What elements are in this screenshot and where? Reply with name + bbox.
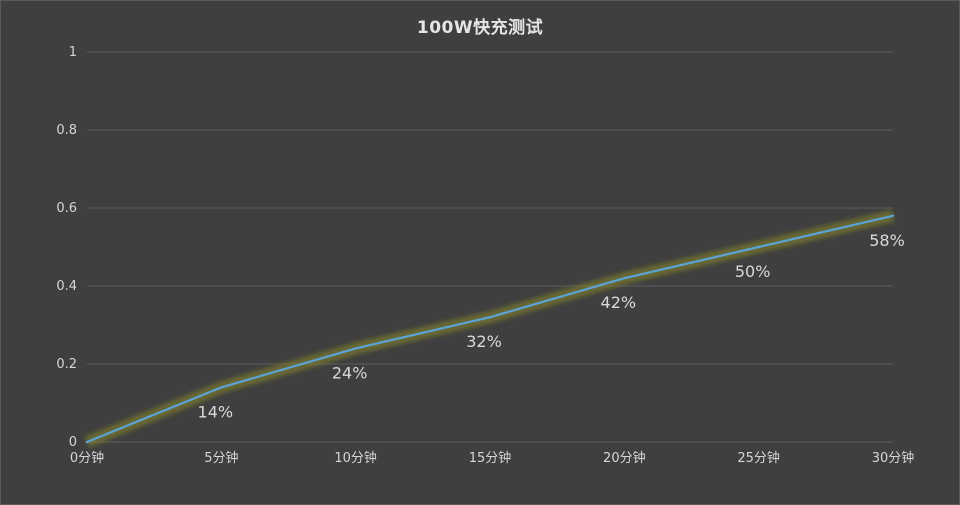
data-point — [354, 347, 357, 350]
data-label: 42% — [601, 293, 637, 312]
x-tick-label: 20分钟 — [603, 450, 646, 466]
chart-title: 100W快充测试 — [416, 18, 544, 38]
x-axis: 0分钟 5分钟 10分钟 15分钟 20分钟 25分钟 30分钟 — [70, 450, 914, 466]
y-tick-label: 0.6 — [56, 201, 77, 216]
x-tick-label: 10分钟 — [334, 450, 377, 466]
y-tick-label: 1 — [69, 45, 77, 60]
y-tick-label: 0.2 — [56, 357, 77, 372]
data-label: 32% — [466, 332, 502, 351]
x-tick-label: 5分钟 — [204, 450, 238, 466]
data-label: 24% — [332, 363, 368, 382]
data-point — [757, 245, 760, 249]
data-point — [220, 386, 223, 389]
y-axis: 0 0.2 0.4 0.6 0.8 1 — [56, 45, 77, 450]
data-point — [488, 316, 492, 319]
y-tick-label: 0.8 — [56, 123, 77, 138]
data-point — [891, 214, 895, 217]
x-tick-label: 15分钟 — [469, 450, 512, 466]
gridlines — [87, 51, 893, 443]
y-tick-label: 0 — [69, 435, 77, 450]
x-tick-label: 0分钟 — [70, 450, 104, 466]
x-tick-label: 25分钟 — [737, 450, 780, 466]
data-label: 50% — [735, 262, 771, 281]
data-point — [623, 277, 626, 280]
series-layer — [84, 209, 895, 448]
x-tick-label: 30分钟 — [872, 450, 915, 466]
data-label: 58% — [869, 231, 905, 250]
data-point — [85, 440, 89, 444]
y-tick-label: 0.4 — [56, 279, 77, 294]
data-label: 14% — [198, 402, 234, 421]
data-labels: 14% 24% 32% 42% 50% 58% — [198, 231, 905, 422]
